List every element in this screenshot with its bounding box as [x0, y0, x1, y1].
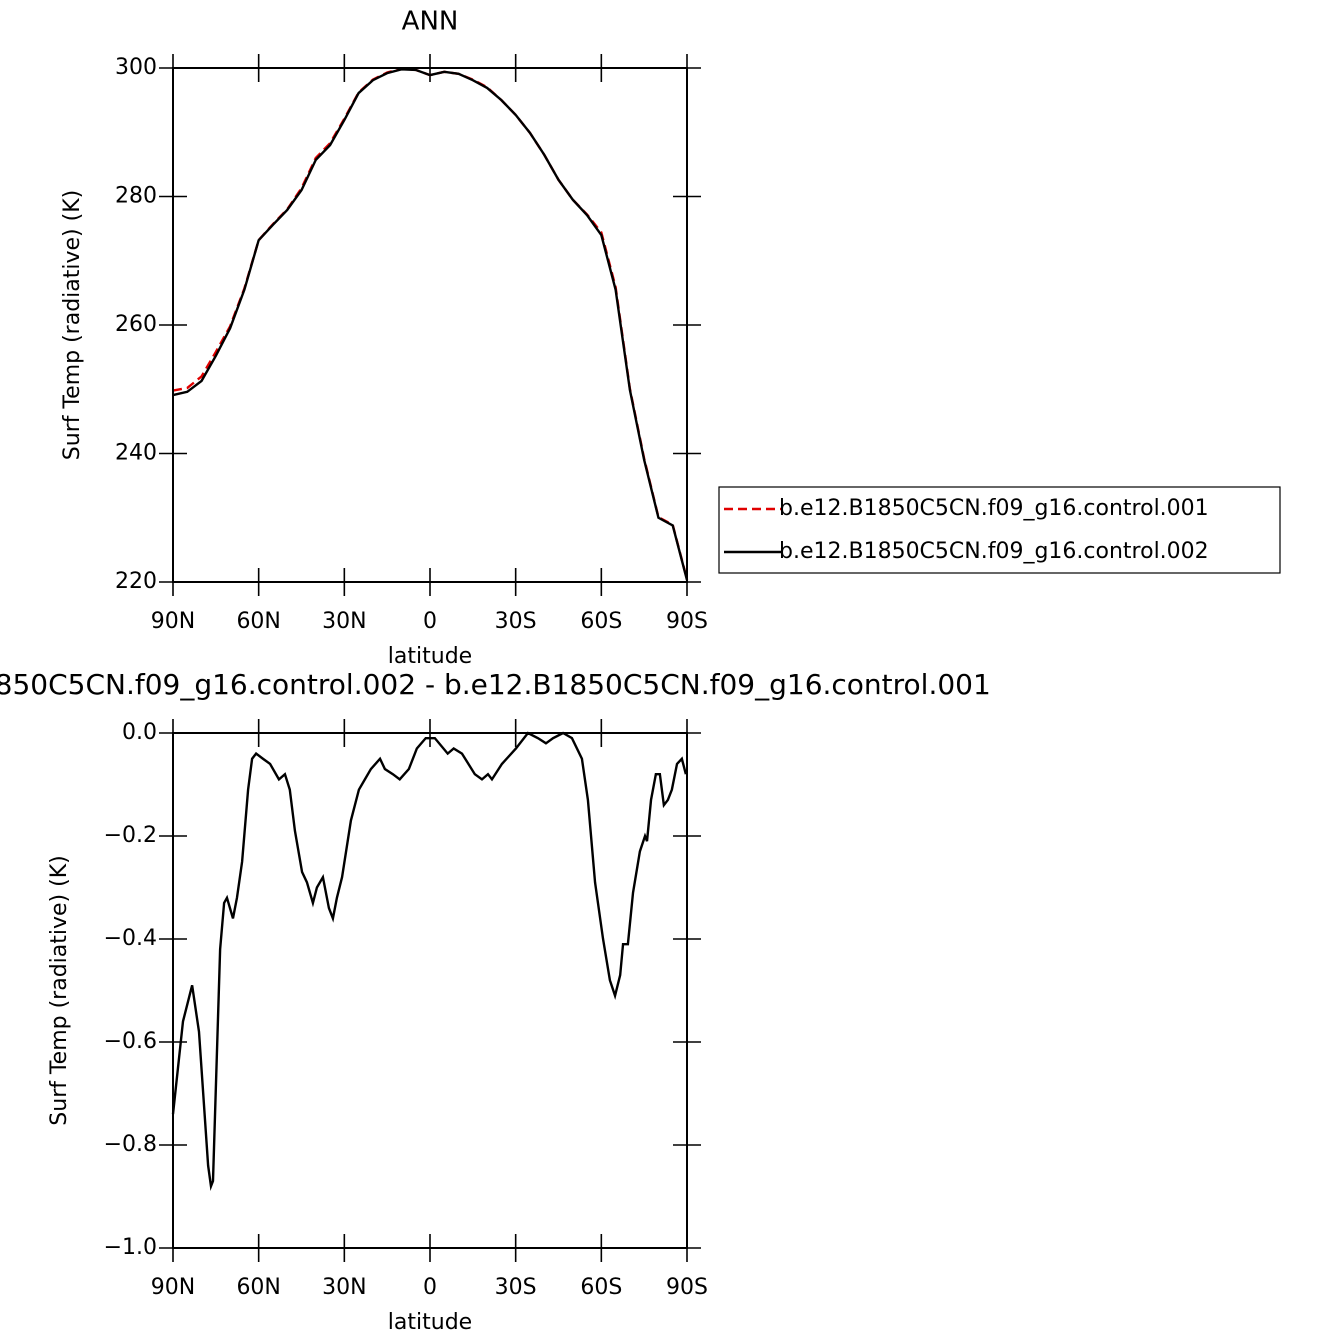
- x-tick-label: 90S: [666, 609, 708, 634]
- data-line: [172, 68, 689, 581]
- y-tick-label: −0.6: [104, 1029, 157, 1054]
- x-tick-label: 90S: [666, 1275, 708, 1300]
- data-line: [171, 731, 688, 1191]
- y-tick-label: −0.4: [104, 926, 157, 951]
- y-axis-label: Surf Temp (radiative) (K): [47, 855, 72, 1125]
- y-tick-label: 280: [115, 184, 157, 209]
- y-tick-label: 0.0: [122, 720, 157, 745]
- y-axis-label: Surf Temp (radiative) (K): [60, 190, 85, 460]
- x-tick-label: 90N: [151, 1275, 195, 1300]
- x-tick-label: 0: [423, 609, 437, 634]
- legend-box: [718, 486, 1281, 574]
- y-tick-label: −0.8: [104, 1132, 157, 1157]
- x-tick-label: 30N: [322, 1275, 366, 1300]
- x-tick-label: 60S: [580, 609, 622, 634]
- y-tick-label: 260: [115, 312, 157, 337]
- y-tick-label: 220: [115, 569, 157, 594]
- x-axis-label: latitude: [388, 1310, 472, 1335]
- data-line: [172, 67, 689, 580]
- y-tick-label: 300: [115, 55, 157, 80]
- x-tick-label: 0: [423, 1275, 437, 1300]
- y-tick-label: −0.2: [104, 823, 157, 848]
- x-tick-label: 30S: [495, 1275, 537, 1300]
- legend-label: b.e12.B1850C5CN.f09_g16.control.001: [779, 496, 1209, 521]
- legend-label: b.e12.B1850C5CN.f09_g16.control.002: [779, 539, 1209, 564]
- x-tick-label: 60N: [236, 609, 280, 634]
- x-axis-label: latitude: [388, 644, 472, 669]
- y-tick-label: −1.0: [104, 1235, 157, 1260]
- plot-frame: [172, 732, 688, 1249]
- x-tick-label: 90N: [151, 609, 195, 634]
- plot-frame: [172, 67, 688, 583]
- chart-title: b.e12.B1850C5CN.f09_g16.control.002 - b.…: [0, 668, 991, 701]
- chart-title: ANN: [402, 7, 459, 37]
- x-tick-label: 60S: [580, 1275, 622, 1300]
- x-tick-label: 30N: [322, 609, 366, 634]
- x-tick-label: 60N: [236, 1275, 280, 1300]
- y-tick-label: 240: [115, 441, 157, 466]
- x-tick-label: 30S: [495, 609, 537, 634]
